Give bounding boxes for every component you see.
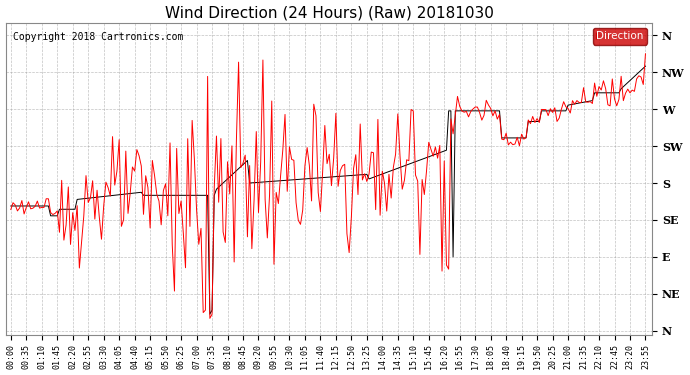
Legend: Direction: Direction <box>593 28 647 45</box>
Title: Wind Direction (24 Hours) (Raw) 20181030: Wind Direction (24 Hours) (Raw) 20181030 <box>165 6 493 21</box>
Text: Copyright 2018 Cartronics.com: Copyright 2018 Cartronics.com <box>13 33 184 42</box>
